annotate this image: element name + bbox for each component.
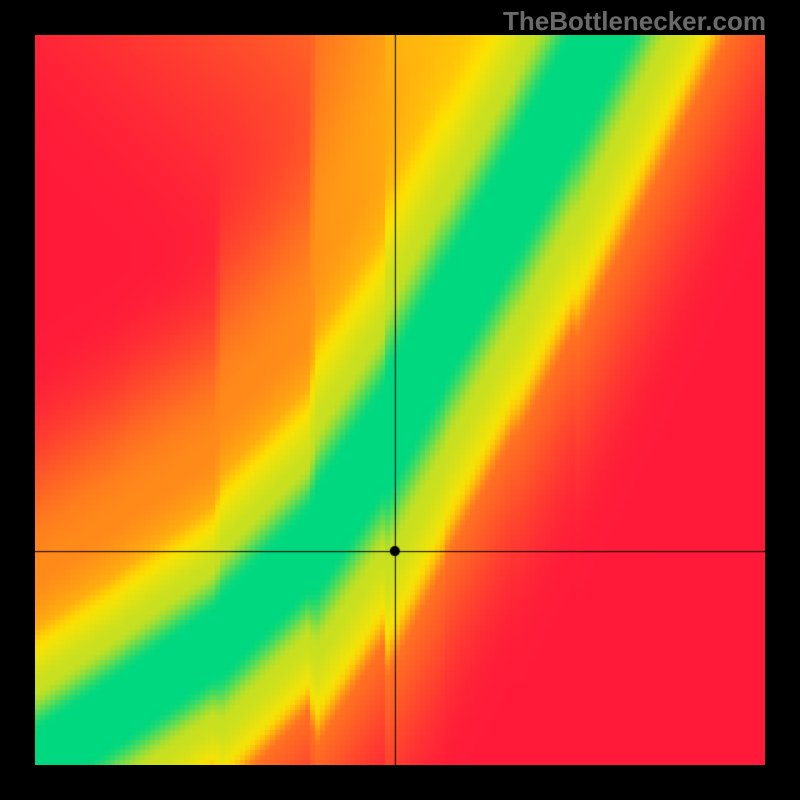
bottleneck-heatmap (35, 35, 765, 765)
chart-container: TheBottlenecker.com (0, 0, 800, 800)
watermark-text: TheBottlenecker.com (503, 6, 766, 37)
